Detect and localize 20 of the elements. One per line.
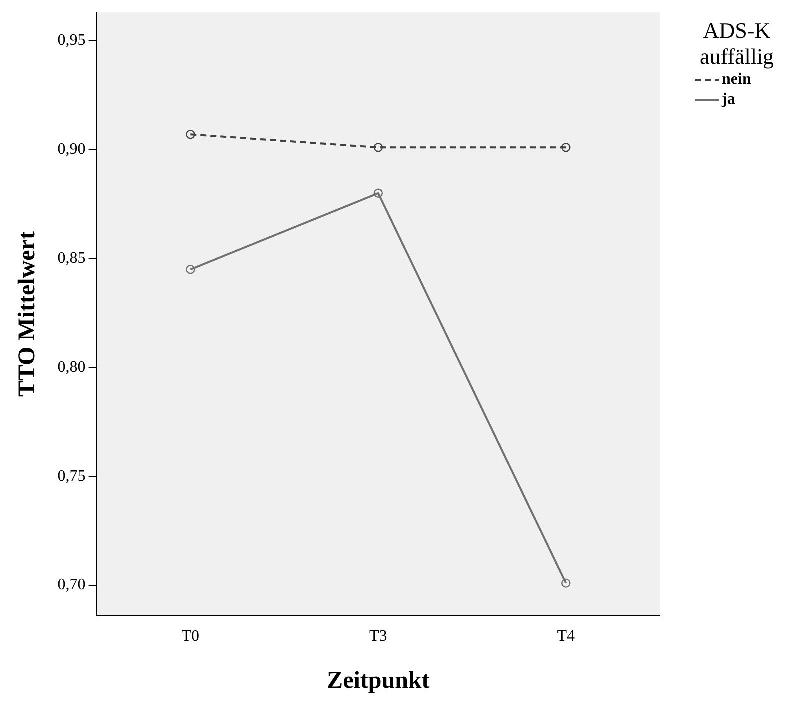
point xyxy=(374,188,383,198)
point xyxy=(562,143,571,152)
x-tick-label: T0 xyxy=(182,628,200,645)
point xyxy=(186,130,196,140)
y-tick-label: 0,80 xyxy=(58,358,86,376)
y-tick-label: 0,85 xyxy=(58,250,86,267)
point xyxy=(562,578,571,588)
y-tick-label: 0,70 xyxy=(58,576,86,594)
point xyxy=(186,265,196,274)
x-tick-label: T4 xyxy=(557,628,576,645)
x-tick-label: T3 xyxy=(370,628,388,645)
point xyxy=(374,143,383,152)
y-tick-label: 0,90 xyxy=(58,141,86,158)
legend-label: ja xyxy=(722,91,736,109)
legend-label: nein xyxy=(722,71,752,89)
y-tick-label: 0,75 xyxy=(58,468,86,485)
legend-title: ADS-K auffällig xyxy=(698,18,776,70)
y-axis-title: TTO Mittelwert xyxy=(14,232,41,398)
x-axis-title: Zeitpunkt xyxy=(327,668,430,694)
y-tick-label: 0,95 xyxy=(58,32,86,50)
